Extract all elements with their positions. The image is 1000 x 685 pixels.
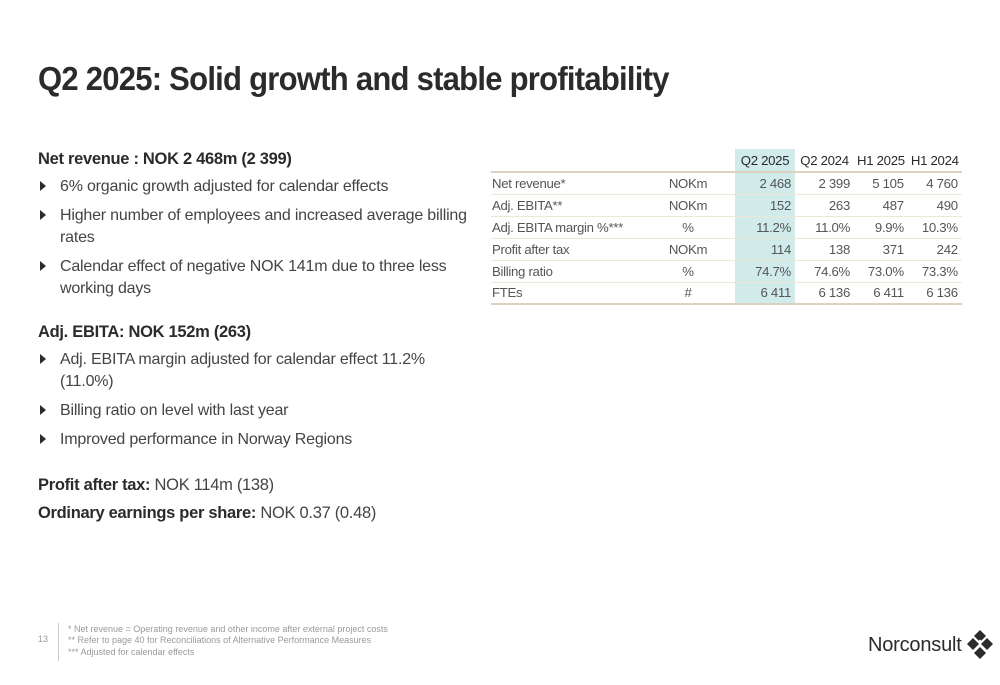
- page-title: Q2 2025: Solid growth and stable profita…: [38, 60, 669, 97]
- cell-value: 4 760: [907, 172, 962, 195]
- cell-value: 11.0%: [795, 216, 854, 239]
- row-label: Net revenue*: [491, 172, 641, 195]
- row-label: Billing ratio: [491, 260, 641, 283]
- table-row: FTEs # 6 411 6 136 6 411 6 136: [491, 282, 962, 305]
- triangle-bullet-icon: [40, 210, 46, 220]
- cell-value: 74.7%: [735, 260, 795, 283]
- cell-value: 73.0%: [854, 260, 908, 283]
- footnote-divider: [58, 623, 59, 661]
- row-unit: NOKm: [641, 172, 735, 195]
- cell-value: 371: [854, 238, 908, 261]
- financial-summary-table: Q2 2025 Q2 2024 H1 2025 H1 2024 Net reve…: [491, 149, 962, 305]
- footnote: * Net revenue = Operating revenue and ot…: [68, 624, 388, 634]
- bullet-item: Billing ratio on level with last year: [38, 400, 478, 422]
- cell-value: 2 399: [795, 172, 854, 195]
- cell-value: 5 105: [854, 172, 908, 195]
- col-header-h1-2024: H1 2024: [910, 152, 959, 168]
- cell-value: 2 468: [735, 172, 795, 195]
- row-label: Adj. EBITA margin %***: [491, 216, 641, 239]
- row-unit: NOKm: [641, 194, 735, 217]
- col-header-h1-2025: H1 2025: [857, 152, 905, 168]
- footnote: ** Refer to page 40 for Reconciliations …: [68, 635, 372, 646]
- cell-value: 490: [907, 194, 962, 217]
- logo-text: Norconsult: [868, 633, 962, 656]
- table-header-row: Q2 2025 Q2 2024 H1 2025 H1 2024: [491, 149, 962, 172]
- page-number: 13: [38, 634, 49, 644]
- cell-value: 6 136: [907, 282, 962, 305]
- row-unit: %: [641, 260, 735, 283]
- cell-value: 114: [735, 238, 795, 261]
- col-header-q2-2025: Q2 2025: [735, 149, 795, 172]
- net-revenue-bullets: 6% organic growth adjusted for calendar …: [38, 176, 478, 300]
- triangle-bullet-icon: [40, 434, 46, 444]
- table-row: Net revenue* NOKm 2 468 2 399 5 105 4 76…: [491, 172, 962, 195]
- table-row: Adj. EBITA** NOKm 152 263 487 490: [491, 194, 962, 217]
- row-label: Profit after tax: [491, 238, 641, 261]
- bullet-item: Adj. EBITA margin adjusted for calendar …: [38, 349, 478, 393]
- ebita-section: Adj. EBITA: NOK 152m (263) Adj. EBITA ma…: [38, 322, 478, 458]
- cell-value: 11.2%: [735, 216, 795, 239]
- bullet-item: 6% organic growth adjusted for calendar …: [38, 176, 478, 198]
- cell-value: 487: [854, 194, 908, 217]
- ebita-bullets: Adj. EBITA margin adjusted for calendar …: [38, 349, 478, 451]
- profit-after-tax: Profit after tax: NOK 114m (138): [38, 476, 274, 494]
- cell-value: 242: [907, 238, 962, 261]
- norconsult-logo: Norconsult: [868, 630, 993, 660]
- row-label-header: [491, 149, 641, 172]
- cell-value: 74.6%: [795, 260, 854, 283]
- cell-value: 6 411: [735, 282, 795, 305]
- bullet-item: Improved performance in Norway Regions: [38, 429, 478, 451]
- row-unit: NOKm: [641, 238, 735, 261]
- earnings-per-share: Ordinary earnings per share: NOK 0.37 (0…: [38, 504, 377, 522]
- row-unit: %: [641, 216, 735, 239]
- diamond-cluster-icon: [966, 630, 993, 659]
- profit-section: Profit after tax: NOK 114m (138) Ordinar…: [38, 475, 478, 531]
- bullet-item: Calendar effect of negative NOK 141m due…: [38, 256, 478, 300]
- col-header-q2-2024: Q2 2024: [800, 152, 849, 168]
- triangle-bullet-icon: [40, 261, 46, 271]
- net-revenue-section: Net revenue : NOK 2 468m (2 399) 6% orga…: [38, 149, 478, 307]
- net-revenue-heading: Net revenue : NOK 2 468m (2 399): [38, 150, 292, 168]
- unit-header: [641, 149, 735, 172]
- cell-value: 73.3%: [907, 260, 962, 283]
- footnote: *** Adjusted for calendar effects: [68, 646, 195, 657]
- row-label: FTEs: [491, 282, 641, 305]
- footnotes: * Net revenue = Operating revenue and ot…: [68, 624, 388, 658]
- cell-value: 138: [795, 238, 854, 261]
- cell-value: 10.3%: [907, 216, 962, 239]
- cell-value: 9.9%: [854, 216, 908, 239]
- triangle-bullet-icon: [40, 405, 46, 415]
- triangle-bullet-icon: [40, 354, 46, 364]
- table-row: Billing ratio % 74.7% 74.6% 73.0% 73.3%: [491, 260, 962, 283]
- row-label: Adj. EBITA**: [491, 194, 641, 217]
- triangle-bullet-icon: [40, 181, 46, 191]
- ebita-heading: Adj. EBITA: NOK 152m (263): [38, 323, 251, 341]
- cell-value: 152: [735, 194, 795, 217]
- table-row: Profit after tax NOKm 114 138 371 242: [491, 238, 962, 261]
- cell-value: 6 136: [795, 282, 854, 305]
- bullet-item: Higher number of employees and increased…: [38, 205, 478, 249]
- row-unit: #: [641, 282, 735, 305]
- cell-value: 6 411: [854, 282, 908, 305]
- cell-value: 263: [795, 194, 854, 217]
- table-row: Adj. EBITA margin %*** % 11.2% 11.0% 9.9…: [491, 216, 962, 239]
